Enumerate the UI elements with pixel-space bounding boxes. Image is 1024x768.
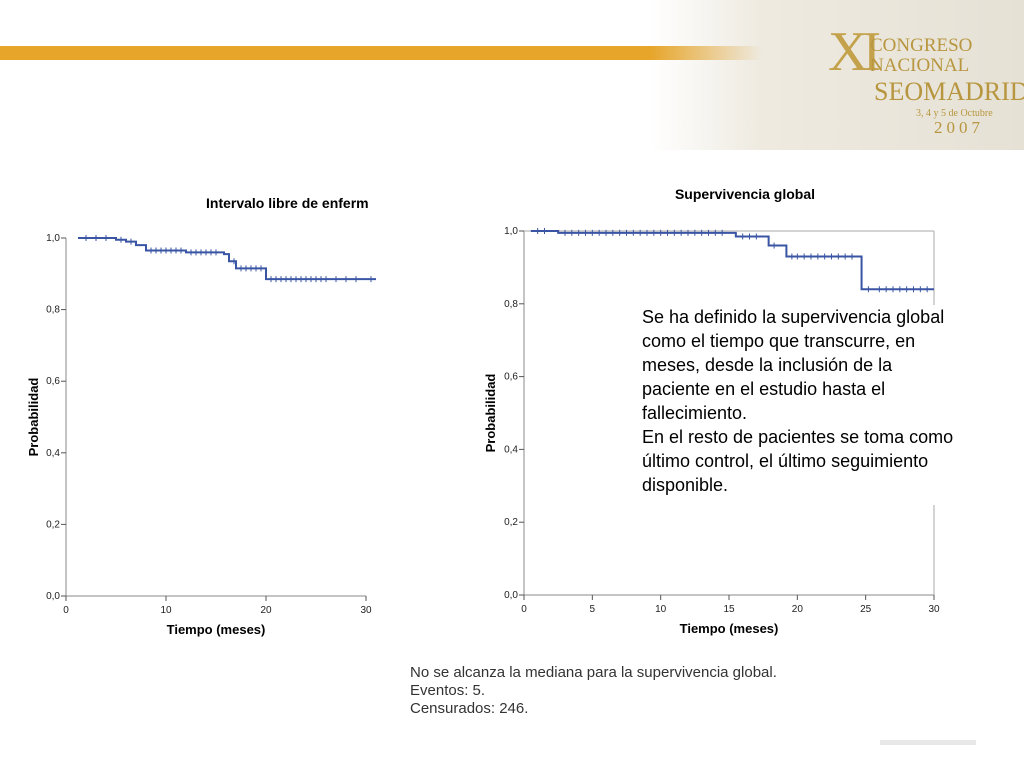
y-tick-label: 0,6 <box>46 376 60 387</box>
definition-line: disponible. <box>642 475 729 495</box>
x-axis-label: Tiempo (meses) <box>680 621 779 636</box>
y-tick-label: 0,4 <box>46 448 60 459</box>
logo-line-nacional: NACIONAL <box>870 55 970 76</box>
note-median: No se alcanza la mediana para la supervi… <box>410 664 777 681</box>
y-axis-label: Probabilidad <box>483 374 498 453</box>
y-tick-label: 0,4 <box>504 444 518 455</box>
x-tick-label: 25 <box>860 604 872 615</box>
logo-line-congreso: CONGRESO <box>870 35 973 56</box>
survival-notes: No se alcanza la mediana para la supervi… <box>410 664 777 718</box>
chart-title: Supervivencia global <box>675 186 815 202</box>
logo-numeral: XI <box>828 21 881 83</box>
y-axis-label: Probabilidad <box>26 378 41 457</box>
x-axis-label: Tiempo (meses) <box>167 622 266 637</box>
disease-free-interval-chart: Intervalo libre de enferm 0,0 0,2 0,4 0,6 0,8… <box>10 158 390 640</box>
survival-curve <box>78 237 376 281</box>
definition-line: fallecimiento. <box>642 403 748 423</box>
x-tick-label: 30 <box>360 605 372 616</box>
x-tick-label: 0 <box>63 605 69 616</box>
logo-year: 2007 <box>934 118 984 137</box>
x-tick-label: 10 <box>655 604 667 615</box>
definition-line: paciente en el estudio hasta el <box>642 379 886 399</box>
y-tick-label: 1,0 <box>46 233 60 244</box>
definition-panel: Se ha definido la supervivencia global c… <box>638 305 1002 505</box>
y-tick-label: 0,8 <box>46 305 60 316</box>
y-tick-label: 0,0 <box>46 591 60 602</box>
logo-text: CONGRESO NACIONAL <box>870 36 972 76</box>
x-tick-label: 5 <box>590 604 596 615</box>
survival-curve <box>530 230 934 291</box>
y-tick-label: 0,8 <box>504 299 518 310</box>
header-stripe <box>0 46 820 60</box>
y-tick-label: 0,2 <box>46 519 60 530</box>
y-tick-label: 0,6 <box>504 372 518 383</box>
definition-line: último control, el último seguimiento <box>642 451 929 471</box>
x-tick-label: 30 <box>928 604 940 615</box>
definition-line: En el resto de pacientes se toma como <box>642 427 954 447</box>
congress-logo: XI CONGRESO NACIONAL SEOMADRID 3, 4 y 5 … <box>820 18 1024 148</box>
x-tick-label: 15 <box>723 604 735 615</box>
definition-line: Se ha definido la supervivencia global <box>642 307 945 327</box>
definition-line: meses, desde la inclusión de la <box>642 355 893 375</box>
x-tick-label: 20 <box>260 605 272 616</box>
logo-line-seom: SEOMADRID <box>874 77 1024 106</box>
x-tick-label: 10 <box>160 605 172 616</box>
chart-background <box>10 158 390 640</box>
definition-line: como el tiempo que transcurre, en <box>642 331 916 351</box>
x-tick-label: 20 <box>792 604 804 615</box>
logo-background <box>650 0 1024 150</box>
footer-decoration <box>880 740 976 745</box>
y-tick-label: 0,2 <box>504 517 518 528</box>
chart-title: Intervalo libre de enferm <box>206 195 369 211</box>
note-events: Eventos: 5. <box>410 682 486 699</box>
x-tick-label: 0 <box>521 604 527 615</box>
y-tick-label: 1,0 <box>504 226 518 237</box>
note-censored: Censurados: 246. <box>410 700 529 717</box>
logo-dates: 3, 4 y 5 de Octubre <box>916 108 993 119</box>
y-tick-label: 0,0 <box>504 590 518 601</box>
